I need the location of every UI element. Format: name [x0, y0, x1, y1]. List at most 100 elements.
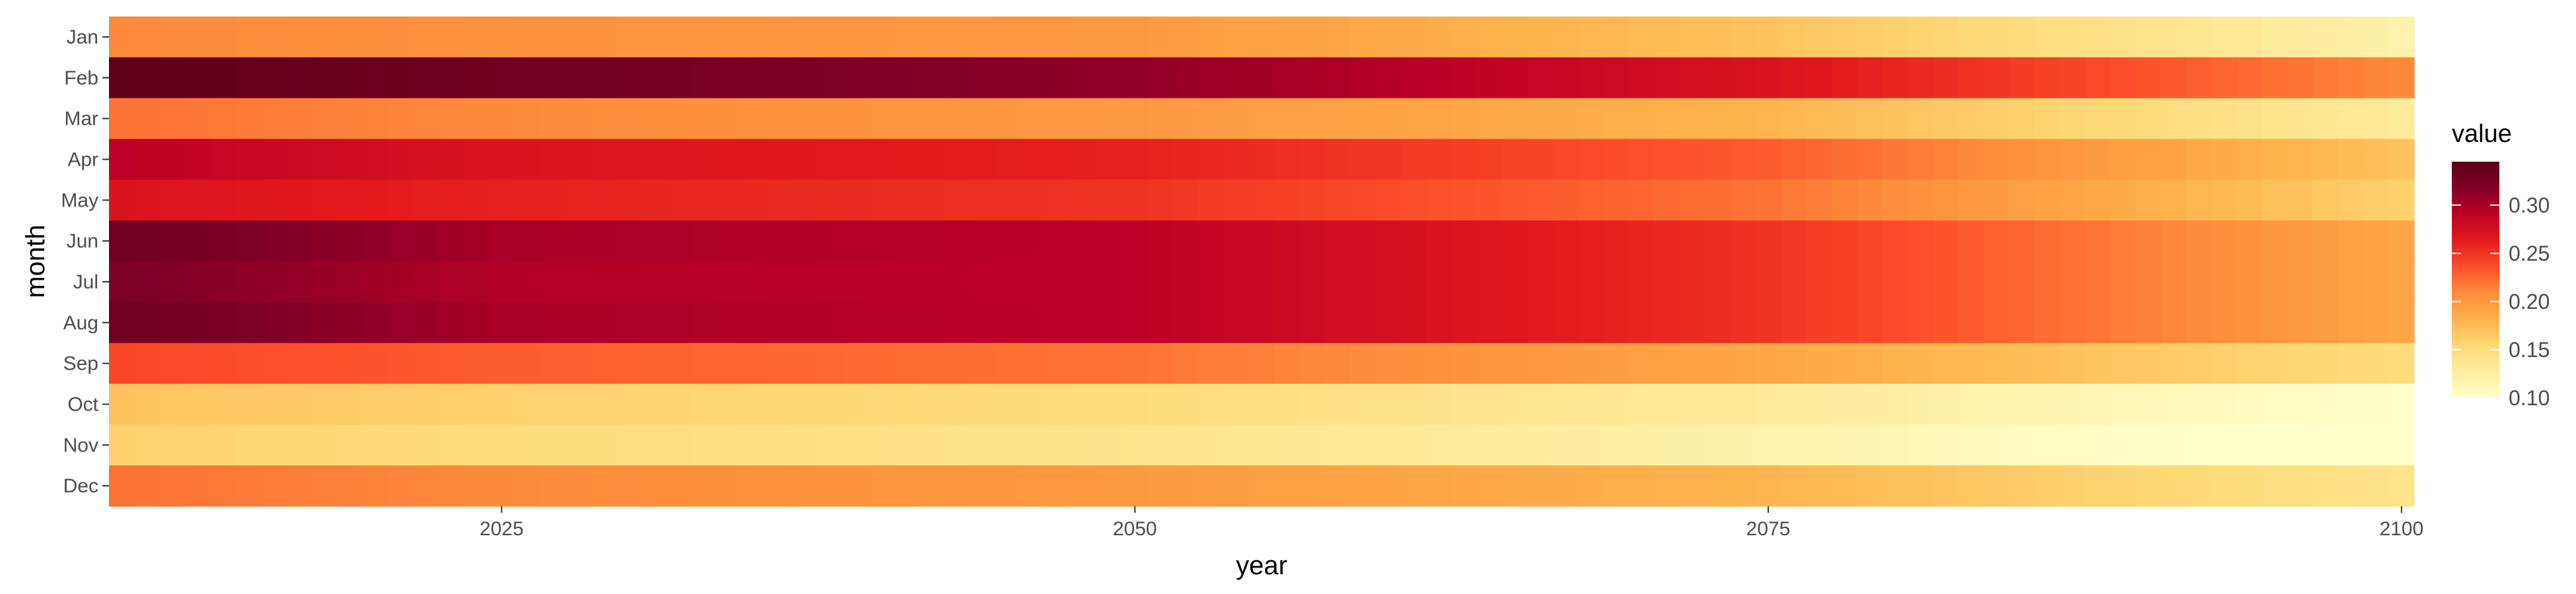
heatmap-cell — [2211, 98, 2238, 140]
heatmap-cell — [1274, 302, 1301, 344]
heatmap-cell — [311, 98, 338, 140]
heatmap-cell — [1476, 139, 1503, 180]
heatmap-cell — [1502, 465, 1528, 507]
heatmap-cell — [1553, 424, 1579, 466]
heatmap-cell — [261, 220, 287, 262]
heatmap-cell — [843, 302, 870, 344]
heatmap-cell — [539, 139, 565, 180]
heatmap-cell — [1451, 180, 1478, 221]
heatmap-cell — [2059, 57, 2086, 99]
heatmap-cell — [894, 180, 920, 221]
heatmap-cell — [1629, 16, 1655, 58]
heatmap-cell — [1451, 383, 1478, 425]
heatmap-cell — [1147, 98, 1174, 140]
heatmap-cell — [539, 383, 565, 425]
heatmap-cell — [1857, 343, 1883, 385]
heatmap-cell — [1299, 383, 1326, 425]
heatmap-cell — [413, 16, 439, 58]
heatmap-cell — [1223, 220, 1250, 262]
heatmap-cell — [1527, 424, 1554, 466]
heatmap-cell — [1578, 424, 1604, 466]
legend-tick-label: 0.30 — [2509, 193, 2550, 217]
heatmap-cell — [1933, 16, 1959, 58]
heatmap-cell — [768, 343, 794, 385]
heatmap-cell — [1198, 16, 1225, 58]
heatmap-cell — [2161, 383, 2187, 425]
heatmap-cell — [2161, 139, 2187, 180]
heatmap-cell — [1553, 16, 1579, 58]
heatmap-cell — [1907, 343, 1933, 385]
heatmap-cell — [2287, 383, 2314, 425]
y-axis-title: month — [21, 224, 50, 298]
heatmap-cell — [1426, 302, 1452, 344]
heatmap-cell — [843, 343, 870, 385]
heatmap-cell — [286, 343, 312, 385]
heatmap-cell — [2312, 465, 2339, 507]
heatmap-cell — [1553, 261, 1579, 303]
heatmap-cell — [362, 139, 388, 180]
heatmap-cell — [869, 139, 895, 180]
heatmap-cell — [717, 139, 743, 180]
heatmap-cell — [2059, 424, 2086, 466]
heatmap-cell — [1679, 98, 1705, 140]
heatmap-cell — [641, 16, 667, 58]
heatmap-cell — [666, 139, 692, 180]
heatmap-cell — [1046, 383, 1072, 425]
heatmap-cell — [970, 383, 996, 425]
heatmap-cell — [1958, 57, 1984, 99]
heatmap-cell — [869, 343, 895, 385]
heatmap-cell — [1248, 465, 1275, 507]
y-tick-label: Oct — [67, 393, 98, 415]
heatmap-cell — [235, 180, 262, 221]
heatmap-cell — [463, 465, 489, 507]
heatmap-cell — [1122, 302, 1149, 344]
heatmap-cell — [286, 139, 312, 180]
heatmap-cell — [2085, 16, 2111, 58]
heatmap-cell — [311, 302, 338, 344]
heatmap-cell — [1654, 139, 1680, 180]
heatmap-cell — [337, 302, 363, 344]
heatmap-cell — [1603, 139, 1629, 180]
heatmap-cell — [2034, 343, 2060, 385]
heatmap-cell — [1020, 261, 1047, 303]
heatmap-cell — [2287, 98, 2314, 140]
heatmap-cell — [2186, 465, 2212, 507]
heatmap-cell — [1654, 465, 1680, 507]
heatmap-cell — [919, 220, 946, 262]
heatmap-cell — [1705, 302, 1731, 344]
heatmap-cell — [2388, 57, 2415, 99]
heatmap-cell — [2312, 383, 2339, 425]
heatmap-cell — [1274, 57, 1301, 99]
heatmap-cell — [286, 98, 312, 140]
heatmap-cell — [311, 16, 338, 58]
heatmap-cell — [1755, 383, 1781, 425]
heatmap-cell — [1933, 261, 1959, 303]
heatmap-cell — [337, 261, 363, 303]
heatmap-cell — [489, 383, 515, 425]
heatmap-cell — [159, 16, 186, 58]
heatmap-cell — [1654, 343, 1680, 385]
heatmap-cell — [2236, 180, 2263, 221]
heatmap-cell — [869, 302, 895, 344]
heatmap-cell — [1426, 220, 1452, 262]
heatmap-cell — [1375, 261, 1402, 303]
heatmap-cell — [489, 465, 515, 507]
heatmap-cell — [1299, 261, 1326, 303]
heatmap-cell — [995, 16, 1022, 58]
heatmap-cell — [1147, 343, 1174, 385]
heatmap-cell — [1730, 302, 1756, 344]
heatmap-cell — [2262, 465, 2288, 507]
heatmap-cell — [413, 302, 439, 344]
heatmap-cell — [590, 98, 616, 140]
heatmap-cell — [970, 465, 996, 507]
heatmap-cell — [539, 98, 565, 140]
heatmap-cell — [109, 98, 135, 140]
heatmap-cell — [387, 98, 413, 140]
heatmap-cell — [2338, 261, 2364, 303]
heatmap-cell — [666, 343, 692, 385]
heatmap-cell — [2161, 302, 2187, 344]
heatmap-cell — [1223, 98, 1250, 140]
heatmap-cell — [1147, 261, 1174, 303]
y-tick-label: Jan — [67, 26, 98, 48]
